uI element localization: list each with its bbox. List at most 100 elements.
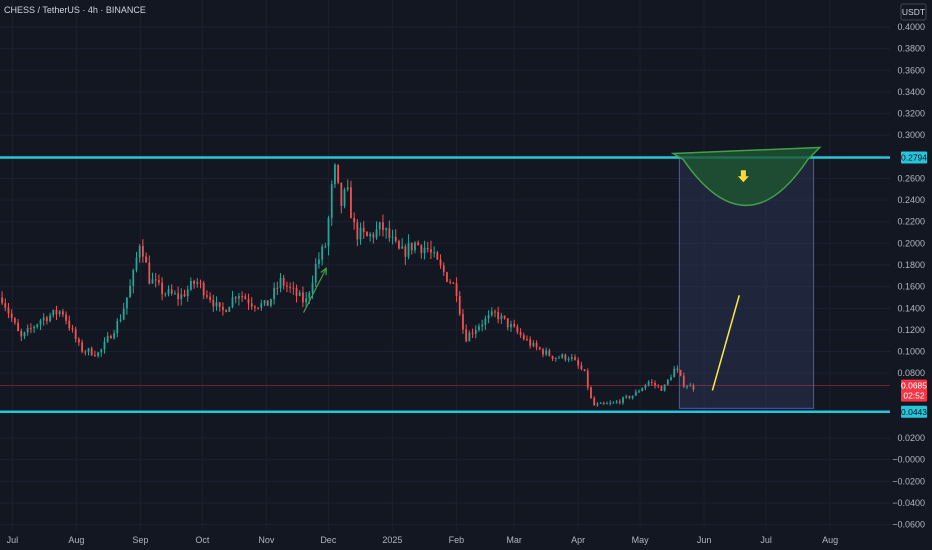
candle-body[interactable]: [586, 371, 589, 388]
candle-body[interactable]: [519, 332, 522, 336]
candle-body[interactable]: [20, 330, 23, 337]
candle-body[interactable]: [462, 314, 464, 330]
candle-body[interactable]: [55, 309, 58, 315]
candle-body[interactable]: [526, 339, 528, 341]
candle-body[interactable]: [670, 377, 672, 380]
candle-body[interactable]: [154, 279, 157, 281]
candle-body[interactable]: [77, 339, 80, 343]
candle-body[interactable]: [132, 270, 135, 286]
candle-body[interactable]: [625, 396, 628, 398]
candle-body[interactable]: [426, 247, 429, 250]
candle-body[interactable]: [254, 306, 256, 308]
candle-body[interactable]: [673, 368, 676, 378]
candle-body[interactable]: [282, 278, 285, 286]
candle-body[interactable]: [609, 402, 612, 404]
candle-body[interactable]: [71, 328, 74, 330]
candle-body[interactable]: [238, 296, 240, 299]
candle-body[interactable]: [93, 355, 96, 357]
candle-body[interactable]: [497, 311, 500, 320]
candle-body[interactable]: [180, 294, 183, 300]
candle-body[interactable]: [119, 319, 122, 321]
candle-body[interactable]: [465, 329, 468, 342]
candle-body[interactable]: [356, 222, 359, 240]
candle-body[interactable]: [570, 357, 573, 360]
candle-body[interactable]: [650, 381, 653, 383]
candle-body[interactable]: [68, 320, 71, 329]
candle-body[interactable]: [42, 317, 45, 321]
candle-body[interactable]: [490, 311, 493, 316]
candle-body[interactable]: [506, 318, 509, 328]
candle-body[interactable]: [314, 263, 317, 283]
candle-body[interactable]: [545, 350, 548, 355]
candle-body[interactable]: [109, 335, 112, 339]
candle-body[interactable]: [209, 296, 212, 300]
candle-body[interactable]: [551, 355, 554, 359]
candle-body[interactable]: [478, 326, 480, 331]
candle-body[interactable]: [503, 315, 506, 319]
candle-body[interactable]: [516, 326, 519, 333]
candle-body[interactable]: [554, 357, 557, 359]
candle-body[interactable]: [372, 234, 375, 238]
candle-body[interactable]: [577, 360, 580, 366]
candle-body[interactable]: [260, 303, 263, 308]
candle-body[interactable]: [161, 282, 163, 295]
candle-body[interactable]: [49, 315, 51, 322]
candle-body[interactable]: [10, 313, 13, 319]
candle-body[interactable]: [141, 245, 144, 257]
candle-body[interactable]: [340, 182, 343, 206]
candle-body[interactable]: [430, 249, 432, 253]
candle-body[interactable]: [388, 228, 391, 238]
candle-body[interactable]: [532, 342, 535, 346]
candle-body[interactable]: [17, 322, 19, 331]
candle-body[interactable]: [61, 311, 64, 315]
candle-body[interactable]: [580, 365, 583, 370]
candle-body[interactable]: [449, 281, 452, 283]
projection-line[interactable]: [711, 295, 740, 391]
candle-body[interactable]: [641, 388, 644, 392]
candle-body[interactable]: [385, 228, 388, 231]
candle-body[interactable]: [113, 333, 115, 339]
candles[interactable]: [1, 163, 695, 407]
candle-body[interactable]: [247, 299, 250, 304]
trend-arrow-line[interactable]: [303, 267, 327, 313]
candle-body[interactable]: [599, 402, 602, 404]
candle-body[interactable]: [90, 348, 93, 356]
candle-body[interactable]: [148, 262, 151, 284]
candle-body[interactable]: [567, 359, 570, 361]
candle-body[interactable]: [215, 302, 218, 307]
candle-body[interactable]: [266, 300, 269, 306]
candle-body[interactable]: [170, 289, 173, 294]
candle-body[interactable]: [292, 287, 295, 289]
candle-body[interactable]: [615, 401, 618, 403]
candle-body[interactable]: [660, 386, 663, 391]
candle-body[interactable]: [529, 339, 532, 346]
candle-body[interactable]: [196, 282, 199, 284]
candle-body[interactable]: [4, 303, 7, 308]
candle-body[interactable]: [494, 311, 496, 313]
candle-body[interactable]: [103, 341, 106, 350]
candle-body[interactable]: [564, 354, 567, 360]
candle-body[interactable]: [596, 403, 599, 406]
candle-body[interactable]: [612, 402, 615, 404]
candle-body[interactable]: [481, 324, 484, 327]
candle-body[interactable]: [631, 395, 634, 399]
candle-body[interactable]: [145, 256, 147, 263]
candle-body[interactable]: [458, 295, 461, 315]
candle-body[interactable]: [538, 347, 541, 350]
candle-body[interactable]: [39, 320, 42, 325]
candle-body[interactable]: [45, 317, 48, 322]
candle-body[interactable]: [218, 302, 221, 307]
level-price-badge[interactable]: [901, 405, 927, 418]
candle-body[interactable]: [417, 242, 420, 246]
candle-body[interactable]: [676, 368, 679, 371]
candle-body[interactable]: [257, 307, 260, 309]
candle-body[interactable]: [74, 329, 77, 340]
candle-body[interactable]: [686, 386, 688, 388]
candle-body[interactable]: [13, 318, 16, 323]
candle-body[interactable]: [270, 299, 272, 306]
candle-body[interactable]: [231, 297, 234, 308]
candle-body[interactable]: [468, 332, 471, 342]
candle-body[interactable]: [382, 222, 384, 231]
candle-body[interactable]: [151, 279, 154, 284]
